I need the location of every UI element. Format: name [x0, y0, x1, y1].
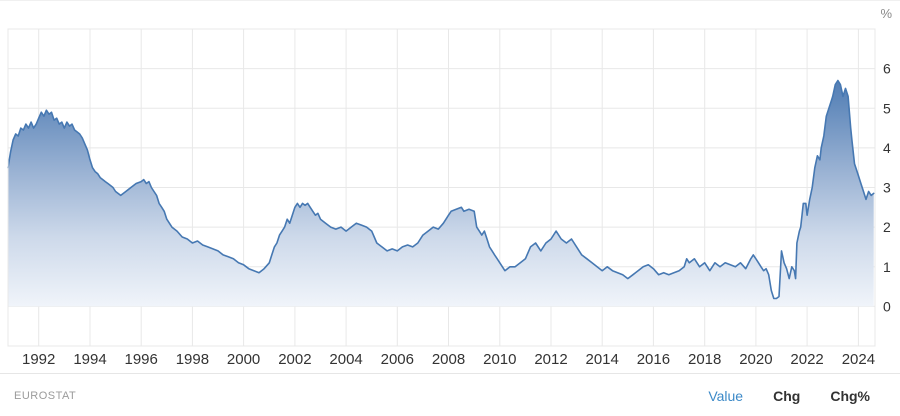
y-tick-label: 5	[883, 100, 891, 116]
x-tick-label: 2020	[739, 351, 772, 368]
y-tick-label: 4	[883, 140, 891, 156]
x-tick-label: 2024	[842, 351, 875, 368]
chart-svg[interactable]: 1992 1994 1996 1998 2000 2002 2004 2006 2008 2010…	[0, 1, 900, 373]
x-tick-label: 2014	[586, 351, 619, 368]
series-line	[7, 79, 875, 300]
unit-label: %	[880, 6, 892, 21]
tab-chg-pct[interactable]: Chg%	[830, 387, 870, 404]
x-tick-label: 2012	[534, 351, 567, 368]
area-fill	[8, 80, 874, 307]
y-tick-label: 1	[883, 259, 891, 275]
plot-border	[7, 28, 876, 347]
footer-tabs: Value Chg Chg%	[708, 388, 900, 404]
source-link[interactable]: EUROSTAT	[14, 389, 77, 402]
x-tick-label: 2000	[227, 351, 260, 368]
y-tick-label: 0	[883, 298, 891, 314]
x-tick-label: 2006	[381, 351, 414, 368]
x-tick-label: 1998	[176, 351, 209, 368]
x-tick-label: 2004	[329, 351, 362, 368]
x-tick-label: 1992	[22, 351, 55, 368]
x-tick-label: 2002	[278, 351, 311, 368]
x-tick-label: 2018	[688, 351, 721, 368]
tab-value[interactable]: Value	[708, 387, 744, 404]
y-tick-label: 6	[883, 61, 891, 77]
y-tick-label: 2	[883, 219, 891, 235]
x-tick-label: 2010	[483, 351, 516, 368]
y-tick-label: 3	[883, 180, 891, 196]
x-tick-label: 2008	[432, 351, 465, 368]
chart-region: % 1992 1994 1996 1998 2000 2002 2004 2006 2008 20…	[0, 1, 900, 373]
x-tick-label: 1996	[125, 351, 158, 368]
x-tick-label: 2016	[637, 351, 670, 368]
tab-chg[interactable]: Chg	[773, 387, 801, 404]
footer-bar: EUROSTAT Value Chg Chg%	[0, 373, 900, 416]
x-tick-label: 2022	[790, 351, 823, 368]
x-tick-label: 1994	[73, 351, 106, 368]
